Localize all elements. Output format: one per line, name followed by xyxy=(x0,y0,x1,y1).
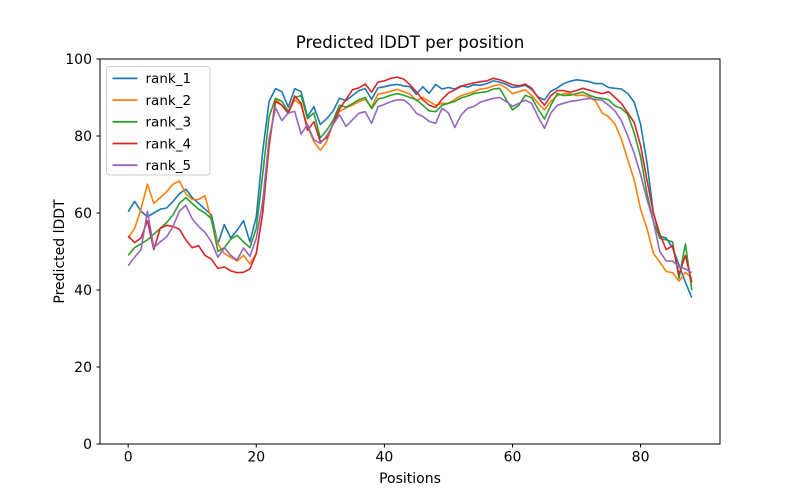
y-tick-label-40: 40 xyxy=(74,283,92,299)
y-tick-label-80: 80 xyxy=(74,129,92,145)
plot-series-lines xyxy=(127,76,693,299)
legend-label-rank_4: rank_4 xyxy=(146,136,192,152)
series-line-rank_1 xyxy=(127,79,693,299)
x-axis-label: Positions xyxy=(379,471,441,487)
x-tick-label-40: 40 xyxy=(375,450,393,466)
legend-item-rank_5: rank_5 xyxy=(112,158,192,174)
legend-label-rank_5: rank_5 xyxy=(146,158,192,174)
x-axis-ticks: 0 20 40 60 80 xyxy=(124,444,650,466)
series-line-rank_3 xyxy=(127,87,693,291)
y-tick-label-20: 20 xyxy=(74,360,92,376)
legend-label-rank_3: rank_3 xyxy=(146,115,192,131)
legend-box xyxy=(106,66,211,176)
y-axis-ticks: 0 20 40 60 80 100 xyxy=(65,52,100,453)
legend-label-rank_2: rank_2 xyxy=(146,93,192,109)
legend-item-rank_3: rank_3 xyxy=(112,115,192,131)
x-tick-label-20: 20 xyxy=(247,450,265,466)
legend-item-rank_2: rank_2 xyxy=(112,93,192,109)
y-tick-label-60: 60 xyxy=(74,206,92,222)
series-line-rank_5 xyxy=(127,96,693,274)
x-tick-label-80: 80 xyxy=(632,450,650,466)
legend: rank_1 rank_2 rank_3 rank_4 rank_5 xyxy=(106,66,211,176)
legend-item-rank_1: rank_1 xyxy=(112,71,192,87)
axes-border xyxy=(99,58,721,445)
y-tick-label-0: 0 xyxy=(83,437,92,453)
series-line-rank_4 xyxy=(127,76,693,283)
legend-label-rank_1: rank_1 xyxy=(146,71,192,87)
chart-title: Predicted lDDT per position xyxy=(296,32,525,52)
y-axis-label: Predicted lDDT xyxy=(52,199,68,304)
x-tick-label-0: 0 xyxy=(124,450,133,466)
legend-item-rank_4: rank_4 xyxy=(112,136,192,152)
x-tick-label-60: 60 xyxy=(504,450,522,466)
y-tick-label-100: 100 xyxy=(65,52,92,68)
